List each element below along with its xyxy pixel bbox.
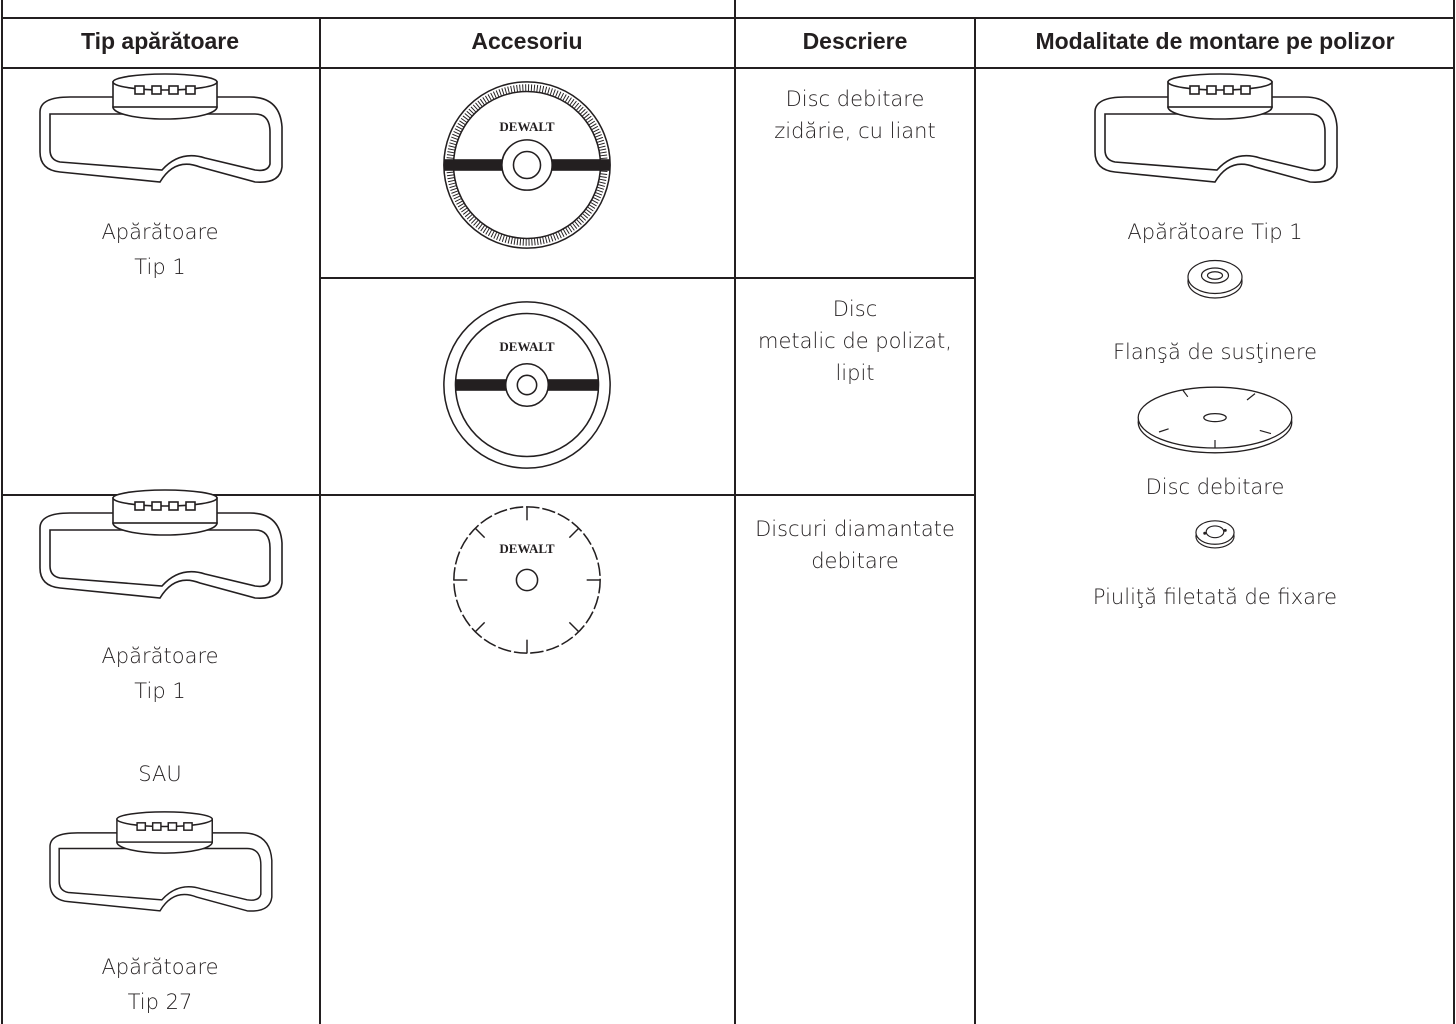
brand: DEWALT — [499, 339, 554, 354]
guard-image — [39, 489, 283, 600]
header: Modalitate de montare pe polizor — [1035, 28, 1394, 54]
description: metalic de polizat, — [758, 329, 952, 353]
disc-image — [453, 506, 601, 654]
flange-image — [1187, 259, 1243, 299]
disc-image — [443, 301, 611, 469]
guard-label: Apărătoare — [101, 220, 218, 244]
guard-image — [39, 73, 283, 184]
mounting-label: Apărătoare Tip 1 — [1127, 220, 1302, 244]
or-label: SAU — [138, 762, 181, 786]
header: Tip apărătoare — [81, 28, 239, 54]
description: debitare — [811, 549, 899, 573]
guard-label: Tip 1 — [134, 255, 185, 279]
guard-image — [1094, 73, 1338, 184]
header: Descriere — [803, 28, 908, 54]
guard-label: Apărătoare — [101, 644, 218, 668]
brand: DEWALT — [499, 541, 554, 556]
guard-label: Apărătoare — [101, 955, 218, 979]
mounting-label: Disc debitare — [1146, 475, 1285, 499]
description: Disc debitare — [786, 87, 925, 111]
guard-image — [49, 811, 273, 912]
header-row: Tip apărătoare Accesoriu Descriere Modal… — [81, 28, 1395, 54]
header: Accesoriu — [471, 28, 582, 54]
description: Disc — [833, 297, 878, 321]
description: Discuri diamantate — [755, 517, 955, 541]
guard-label: Tip 1 — [134, 679, 185, 703]
description: zidărie, cu liant — [774, 119, 935, 143]
cutdisc-image — [1137, 386, 1293, 454]
disc-image — [444, 82, 610, 248]
mounting-label: Flanşă de susţinere — [1113, 340, 1317, 364]
brand: DEWALT — [499, 119, 554, 134]
description: lipit — [835, 361, 874, 385]
mounting-label: Piuliţă filetată de fixare — [1093, 585, 1337, 609]
nut-image — [1195, 520, 1235, 549]
guard-label: Tip 27 — [128, 990, 193, 1014]
